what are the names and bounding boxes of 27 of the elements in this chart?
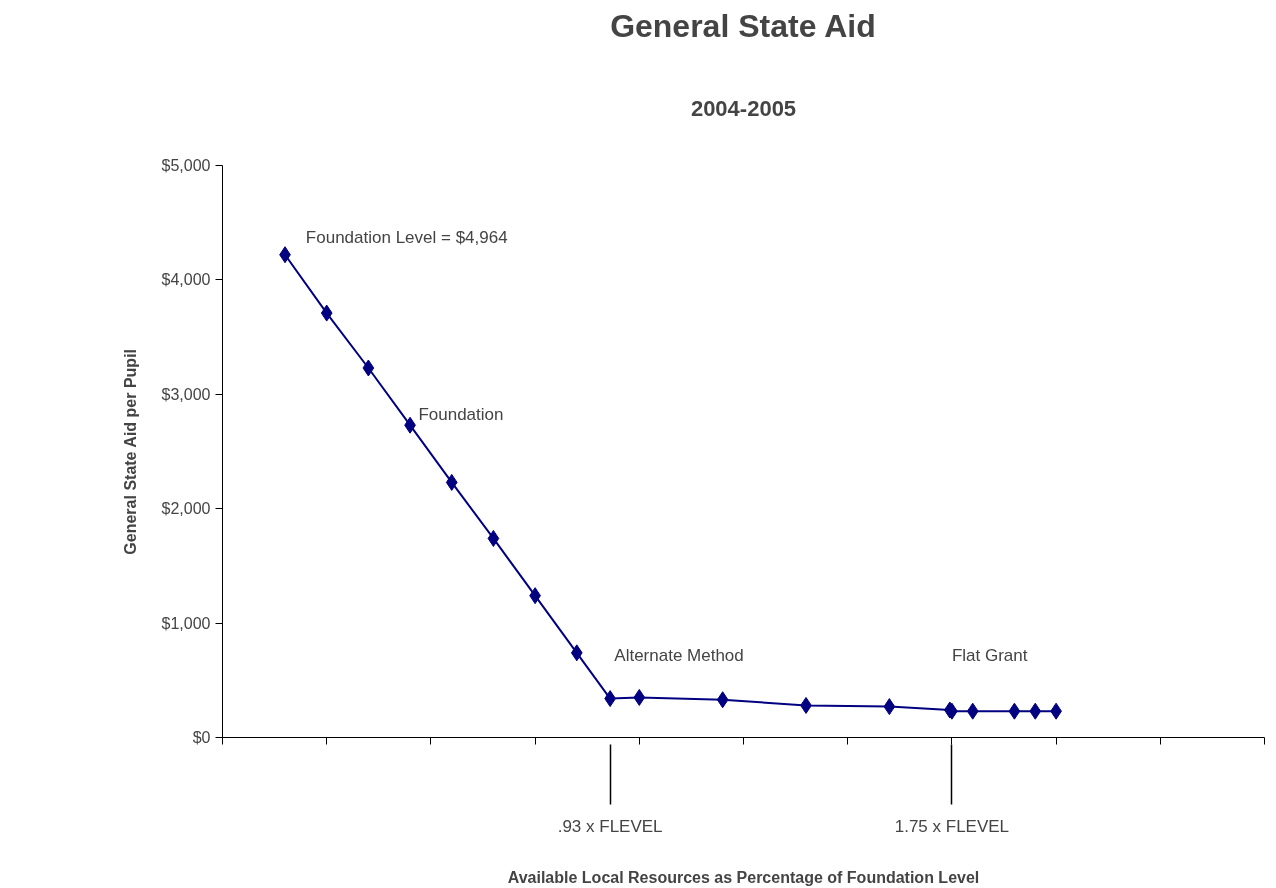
y-tick-label: $0 (192, 729, 211, 746)
x-tick-label: 1.75 x FLEVEL (894, 816, 1010, 836)
y-tick-label: $4,000 (161, 271, 211, 289)
annotation: Foundation (418, 405, 504, 425)
point (487, 529, 500, 547)
y-tick-label: $5,000 (161, 157, 211, 174)
point (883, 698, 896, 716)
point (320, 304, 333, 322)
y-tick-label: $2,000 (161, 500, 211, 518)
annotation: Foundation Level = $4,964 (305, 228, 508, 248)
x-axis-title: Available Local Resources as Percentage of Foundation Level (507, 868, 980, 886)
point (1008, 702, 1021, 720)
point (445, 473, 458, 491)
point (966, 702, 979, 720)
annotation: Alternate Method (614, 645, 744, 665)
y-tick-label: $1,000 (161, 614, 211, 632)
point (570, 644, 583, 662)
point (362, 359, 375, 377)
chart-subtitle: 2004-2005 (690, 95, 797, 121)
point (1029, 702, 1042, 720)
x-tick-label: .93 x FLEVEL (557, 816, 663, 836)
point (633, 688, 646, 706)
y-axis-title: General State Aid per Pupil (121, 348, 139, 555)
chart-title: General State Aid (610, 7, 876, 44)
annotation: Flat Grant (951, 645, 1028, 665)
point (716, 691, 729, 709)
y-tick-label: $3,000 (161, 385, 211, 403)
